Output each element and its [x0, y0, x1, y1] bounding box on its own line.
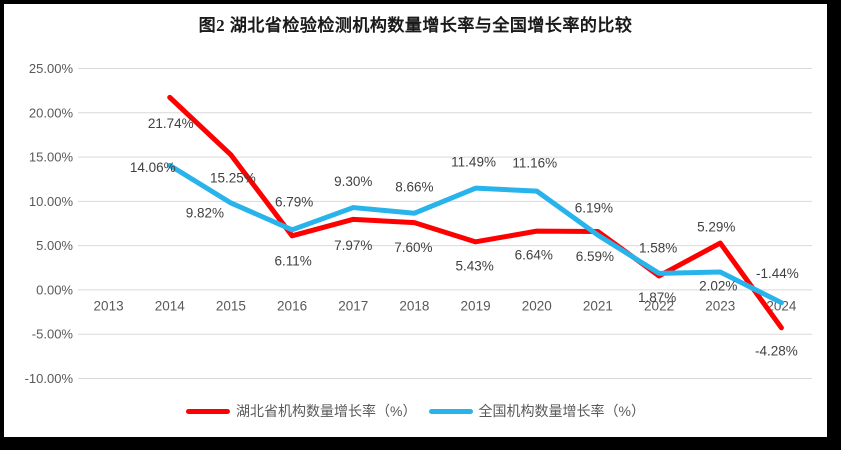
y-axis-tick-label: 20.00% [29, 105, 74, 120]
chart-legend: 湖北省机构数量增长率（%） 全国机构数量增长率（%） [4, 399, 827, 423]
chart-title: 图2 湖北省检验检测机构数量增长率与全国增长率的比较 [198, 16, 633, 35]
legend-label-hubei: 湖北省机构数量增长率（%） [236, 403, 417, 419]
x-axis-tick-label: 2018 [399, 299, 429, 314]
data-label: 1.87% [638, 290, 676, 305]
x-axis-tick-label: 2019 [461, 299, 491, 314]
x-axis-tick-label: 2022 [644, 299, 674, 314]
y-axis-tick-label: 10.00% [29, 194, 74, 209]
data-label: 6.79% [275, 194, 313, 209]
y-axis-tick-label: -5.00% [32, 327, 74, 342]
legend-item-hubei: 湖北省机构数量增长率（%） [186, 401, 417, 421]
x-axis-tick-label: 2013 [94, 299, 124, 314]
hubei-line-swatch-icon [186, 408, 231, 414]
data-label: 5.29% [697, 220, 735, 235]
y-axis-tick-label: -10.00% [25, 371, 74, 386]
x-axis-tick-label: 2023 [705, 299, 735, 314]
data-label: 7.60% [394, 240, 432, 255]
legend-label-national: 全国机构数量增长率（%） [478, 403, 645, 419]
x-axis-tick-label: 2020 [522, 299, 552, 314]
data-label: 14.06% [130, 160, 176, 175]
data-label: -1.44% [756, 266, 799, 281]
data-label: 8.66% [395, 180, 433, 195]
data-label: 11.16% [512, 156, 557, 171]
y-axis-tick-label: 15.00% [29, 150, 74, 165]
data-label: 6.19% [575, 201, 613, 216]
data-label: 6.11% [274, 253, 311, 268]
y-axis-tick-label: 25.00% [29, 61, 74, 76]
data-label: 15.25% [210, 170, 256, 185]
x-axis-tick-label: 2016 [277, 299, 307, 314]
data-label: 6.59% [576, 249, 614, 264]
x-axis-tick-label: 2024 [766, 299, 797, 314]
series-line-1 [167, 162, 784, 306]
data-label: 9.30% [334, 174, 372, 189]
data-label: 9.82% [186, 205, 224, 220]
data-label: 5.43% [455, 258, 493, 273]
x-axis-tick-label: 2021 [583, 299, 613, 314]
y-axis-tick-label: 5.00% [36, 238, 73, 253]
data-label: -4.28% [755, 343, 798, 358]
data-label: 1.58% [639, 240, 677, 255]
series-line-0 [167, 94, 784, 331]
data-label: 21.74% [148, 116, 194, 131]
data-label: 11.49% [451, 155, 496, 170]
national-line-swatch-icon [428, 408, 473, 414]
data-label: 6.64% [515, 248, 553, 263]
legend-item-national: 全国机构数量增长率（%） [428, 401, 645, 421]
data-label: 2.02% [699, 279, 737, 294]
data-label: 7.97% [334, 238, 372, 253]
x-axis-tick-label: 2015 [216, 299, 246, 314]
y-axis-tick-label: 0.00% [36, 282, 73, 297]
x-axis-tick-label: 2017 [338, 299, 368, 314]
x-axis-tick-label: 2014 [155, 299, 186, 314]
